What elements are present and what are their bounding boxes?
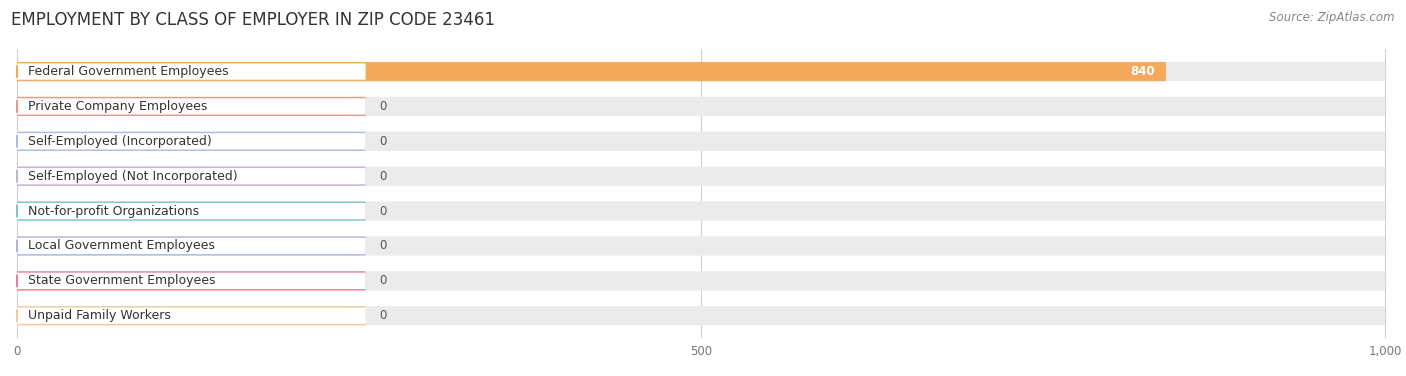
FancyBboxPatch shape xyxy=(17,132,1385,151)
Text: Federal Government Employees: Federal Government Employees xyxy=(28,65,229,78)
Text: Source: ZipAtlas.com: Source: ZipAtlas.com xyxy=(1270,11,1395,24)
FancyBboxPatch shape xyxy=(17,271,1385,290)
Text: 0: 0 xyxy=(380,309,387,322)
Text: 0: 0 xyxy=(380,274,387,287)
Text: Private Company Employees: Private Company Employees xyxy=(28,100,208,113)
Text: 0: 0 xyxy=(380,100,387,113)
FancyBboxPatch shape xyxy=(17,238,366,254)
Text: 840: 840 xyxy=(1130,65,1156,78)
Text: Unpaid Family Workers: Unpaid Family Workers xyxy=(28,309,172,322)
Text: State Government Employees: State Government Employees xyxy=(28,274,217,287)
FancyBboxPatch shape xyxy=(17,62,1385,81)
FancyBboxPatch shape xyxy=(17,202,366,221)
FancyBboxPatch shape xyxy=(17,97,1385,116)
FancyBboxPatch shape xyxy=(17,237,366,256)
FancyBboxPatch shape xyxy=(17,167,1385,186)
FancyBboxPatch shape xyxy=(17,133,366,150)
Text: 0: 0 xyxy=(380,135,387,148)
Text: 0: 0 xyxy=(380,170,387,183)
FancyBboxPatch shape xyxy=(17,273,366,289)
FancyBboxPatch shape xyxy=(17,271,366,290)
FancyBboxPatch shape xyxy=(17,306,366,325)
FancyBboxPatch shape xyxy=(17,62,1166,81)
Text: Self-Employed (Incorporated): Self-Employed (Incorporated) xyxy=(28,135,212,148)
Text: 0: 0 xyxy=(380,205,387,218)
Text: 0: 0 xyxy=(380,240,387,252)
FancyBboxPatch shape xyxy=(17,132,366,151)
FancyBboxPatch shape xyxy=(17,203,366,219)
FancyBboxPatch shape xyxy=(17,237,1385,256)
Text: Local Government Employees: Local Government Employees xyxy=(28,240,215,252)
FancyBboxPatch shape xyxy=(17,202,1385,221)
FancyBboxPatch shape xyxy=(17,168,366,184)
FancyBboxPatch shape xyxy=(17,64,366,80)
Text: Self-Employed (Not Incorporated): Self-Employed (Not Incorporated) xyxy=(28,170,238,183)
Text: EMPLOYMENT BY CLASS OF EMPLOYER IN ZIP CODE 23461: EMPLOYMENT BY CLASS OF EMPLOYER IN ZIP C… xyxy=(11,11,495,29)
FancyBboxPatch shape xyxy=(17,167,366,186)
FancyBboxPatch shape xyxy=(17,98,366,115)
Text: Not-for-profit Organizations: Not-for-profit Organizations xyxy=(28,205,200,218)
FancyBboxPatch shape xyxy=(17,308,366,324)
FancyBboxPatch shape xyxy=(17,97,366,116)
FancyBboxPatch shape xyxy=(17,306,1385,325)
